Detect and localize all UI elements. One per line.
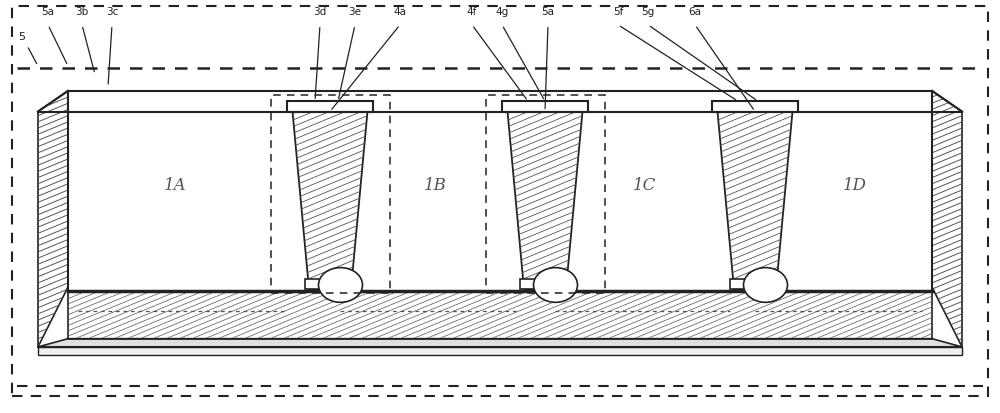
Text: 3b: 3b [75, 7, 89, 17]
Text: 4g: 4g [495, 7, 509, 17]
Text: 1C: 1C [633, 177, 657, 195]
Polygon shape [293, 112, 368, 289]
Text: 6a: 6a [688, 7, 702, 17]
Text: 5a: 5a [542, 7, 554, 17]
Text: 5: 5 [18, 32, 26, 42]
Polygon shape [712, 101, 798, 112]
Polygon shape [508, 112, 582, 289]
Text: 3e: 3e [349, 7, 362, 17]
Text: 3c: 3c [106, 7, 118, 17]
Polygon shape [38, 339, 962, 347]
Polygon shape [68, 291, 932, 339]
Ellipse shape [318, 268, 362, 302]
Ellipse shape [534, 268, 578, 302]
Polygon shape [932, 91, 962, 347]
Polygon shape [305, 279, 355, 289]
Text: 4a: 4a [394, 7, 406, 17]
Text: 1B: 1B [424, 177, 446, 195]
Text: 4f: 4f [467, 7, 477, 17]
Polygon shape [520, 279, 570, 289]
Polygon shape [502, 101, 588, 112]
Text: 3d: 3d [313, 7, 327, 17]
Polygon shape [38, 91, 68, 347]
Polygon shape [718, 112, 792, 289]
Text: 5a: 5a [42, 7, 54, 17]
Polygon shape [38, 347, 962, 355]
Text: 1D: 1D [843, 177, 867, 195]
Text: 5g: 5g [641, 7, 655, 17]
Ellipse shape [744, 268, 788, 302]
Polygon shape [730, 279, 780, 289]
Polygon shape [287, 101, 373, 112]
Text: 5f: 5f [613, 7, 623, 17]
Text: 1A: 1A [164, 177, 186, 195]
